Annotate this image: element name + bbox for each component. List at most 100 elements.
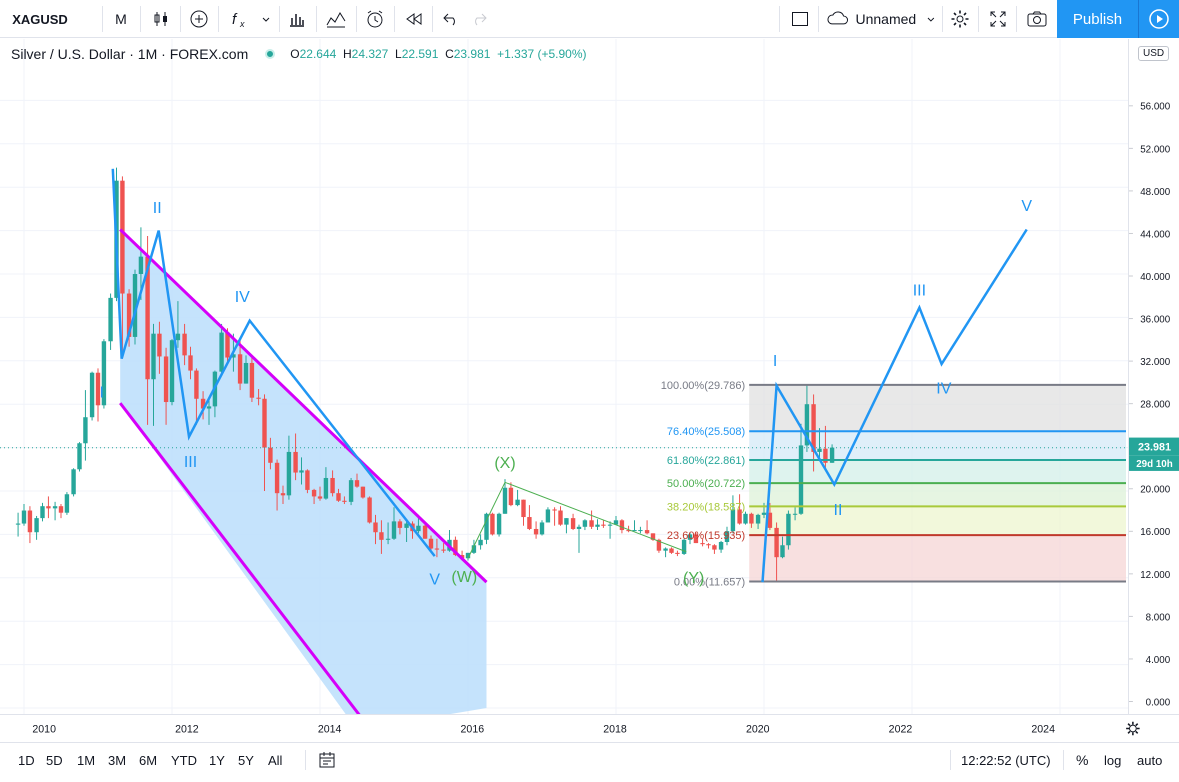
range-button-3m[interactable]: 3M xyxy=(108,752,127,768)
channel-upper-line xyxy=(119,228,488,584)
candle-body xyxy=(786,513,791,546)
price-tick-label: 16.000 xyxy=(1140,527,1171,538)
candle-body xyxy=(471,545,477,553)
gear-hub xyxy=(1129,724,1137,733)
fib-level-label: 100.00%(29.786) xyxy=(661,380,745,392)
fib-zone xyxy=(749,459,1126,484)
candle-body xyxy=(613,520,619,525)
candle-body xyxy=(286,451,292,496)
layout-name-menu[interactable]: Unnamed xyxy=(826,0,936,38)
cloud-icon xyxy=(827,11,849,25)
fib-level-label: 0.00%(11.657) xyxy=(674,577,745,589)
candle-body xyxy=(718,541,724,550)
range-button-1d[interactable]: 1D xyxy=(18,752,35,768)
candle-body xyxy=(527,517,532,529)
candle-body xyxy=(422,525,428,539)
candle-body xyxy=(749,513,754,524)
price-tick-label: 32.000 xyxy=(1140,357,1171,368)
series-title: Silver / U.S. Dollar · 1M · FOREX.com xyxy=(11,46,249,62)
candle-body xyxy=(558,510,563,525)
candle-body xyxy=(539,522,545,535)
candle-body xyxy=(206,406,212,409)
utc-clock[interactable]: 12:22:52 (UTC) xyxy=(961,752,1051,768)
candle-body xyxy=(237,354,243,384)
eye-visibility-icon[interactable] xyxy=(265,49,276,59)
range-button-5d[interactable]: 5D xyxy=(46,752,63,768)
percent-scale-toggle[interactable]: % xyxy=(1076,752,1089,768)
wave-label-wxy: (W) xyxy=(451,569,477,586)
interval-selector[interactable]: M xyxy=(115,11,127,27)
wave-label-left: II xyxy=(153,200,162,217)
elliott-wave-right xyxy=(761,228,1028,583)
time-scale[interactable]: 2010 2012 2014 2016 2018 2020 2022 2024 xyxy=(0,714,1179,742)
settings-gear-icon[interactable] xyxy=(948,0,972,38)
candle-body xyxy=(582,520,588,527)
candle-body xyxy=(379,532,384,540)
candle-body xyxy=(434,548,440,550)
range-button-1y[interactable]: 1Y xyxy=(209,752,225,768)
candle-body xyxy=(619,520,625,531)
candle-body xyxy=(811,404,816,452)
candle-body xyxy=(274,462,280,494)
fullscreen-icon[interactable] xyxy=(986,0,1010,38)
price-tick-label: 8.000 xyxy=(1146,612,1171,623)
auto-scale-toggle[interactable]: auto xyxy=(1137,752,1163,768)
templates-icon[interactable] xyxy=(322,0,350,38)
currency-badge[interactable]: USD xyxy=(1138,46,1170,61)
replay-icon[interactable] xyxy=(400,0,428,38)
layout-select-icon[interactable] xyxy=(787,0,813,38)
log-scale-toggle[interactable]: log xyxy=(1104,752,1122,768)
financials-icon[interactable] xyxy=(284,0,310,38)
candle-body xyxy=(330,477,335,494)
candle-body xyxy=(397,521,403,528)
range-button-5y[interactable]: 5Y xyxy=(238,752,254,768)
redo-icon[interactable] xyxy=(466,0,492,38)
compare-add-icon[interactable] xyxy=(186,0,212,38)
candle-body xyxy=(700,543,705,545)
candle-body xyxy=(391,521,397,539)
candle-body xyxy=(416,525,421,532)
snapshot-camera-icon[interactable] xyxy=(1024,0,1050,38)
ohlc-open: 22.644 xyxy=(299,47,337,61)
candle-body xyxy=(27,510,33,533)
candle-body xyxy=(243,362,249,384)
candle-body xyxy=(280,493,286,496)
range-button-all[interactable]: All xyxy=(268,752,283,768)
symbol-search[interactable]: XAGUSD xyxy=(12,11,68,27)
chevron-down-icon[interactable] xyxy=(258,0,274,38)
candle-body xyxy=(360,486,366,498)
wave-label-wxy: (X) xyxy=(494,455,515,472)
candle-body xyxy=(724,531,730,542)
scale-settings-gear-icon[interactable] xyxy=(1126,721,1140,736)
candle-body xyxy=(817,448,822,452)
publish-button[interactable]: Publish xyxy=(1057,0,1138,38)
candle-body xyxy=(40,506,45,519)
alert-clock-icon[interactable] xyxy=(362,0,388,38)
candle-body xyxy=(730,509,736,532)
candle-body xyxy=(675,552,680,554)
play-video-icon[interactable] xyxy=(1138,0,1179,38)
candle-body xyxy=(576,526,582,529)
fib-level-label: 76.40%(25.508) xyxy=(667,426,745,438)
undo-icon[interactable] xyxy=(438,0,464,38)
time-tick-label: 2020 xyxy=(746,723,770,735)
candle-body xyxy=(743,513,748,524)
range-button-ytd[interactable]: YTD xyxy=(171,752,197,768)
svg-text:f: f xyxy=(232,11,238,28)
candle-body xyxy=(132,274,138,337)
range-button-1m[interactable]: 1M xyxy=(77,752,96,768)
candle-body xyxy=(552,509,557,511)
price-scale[interactable]: 56.000 52.000 48.000 44.000 40.000 36.000 32.0… xyxy=(1128,39,1179,714)
candle-body xyxy=(169,340,175,403)
price-tick-label: 40.000 xyxy=(1140,272,1171,283)
goto-date-icon[interactable] xyxy=(318,743,336,777)
range-button-6m[interactable]: 6M xyxy=(139,752,158,768)
chart-type-candles-icon[interactable] xyxy=(148,0,174,38)
candle-body xyxy=(231,354,236,358)
candle-body xyxy=(656,539,662,551)
price-chart-pane[interactable]: 100.00%(29.786) 76.40%(25.508) 61.80%(22.8… xyxy=(0,39,1128,714)
candle-body xyxy=(737,509,742,524)
wave-label-left: III xyxy=(184,454,197,471)
